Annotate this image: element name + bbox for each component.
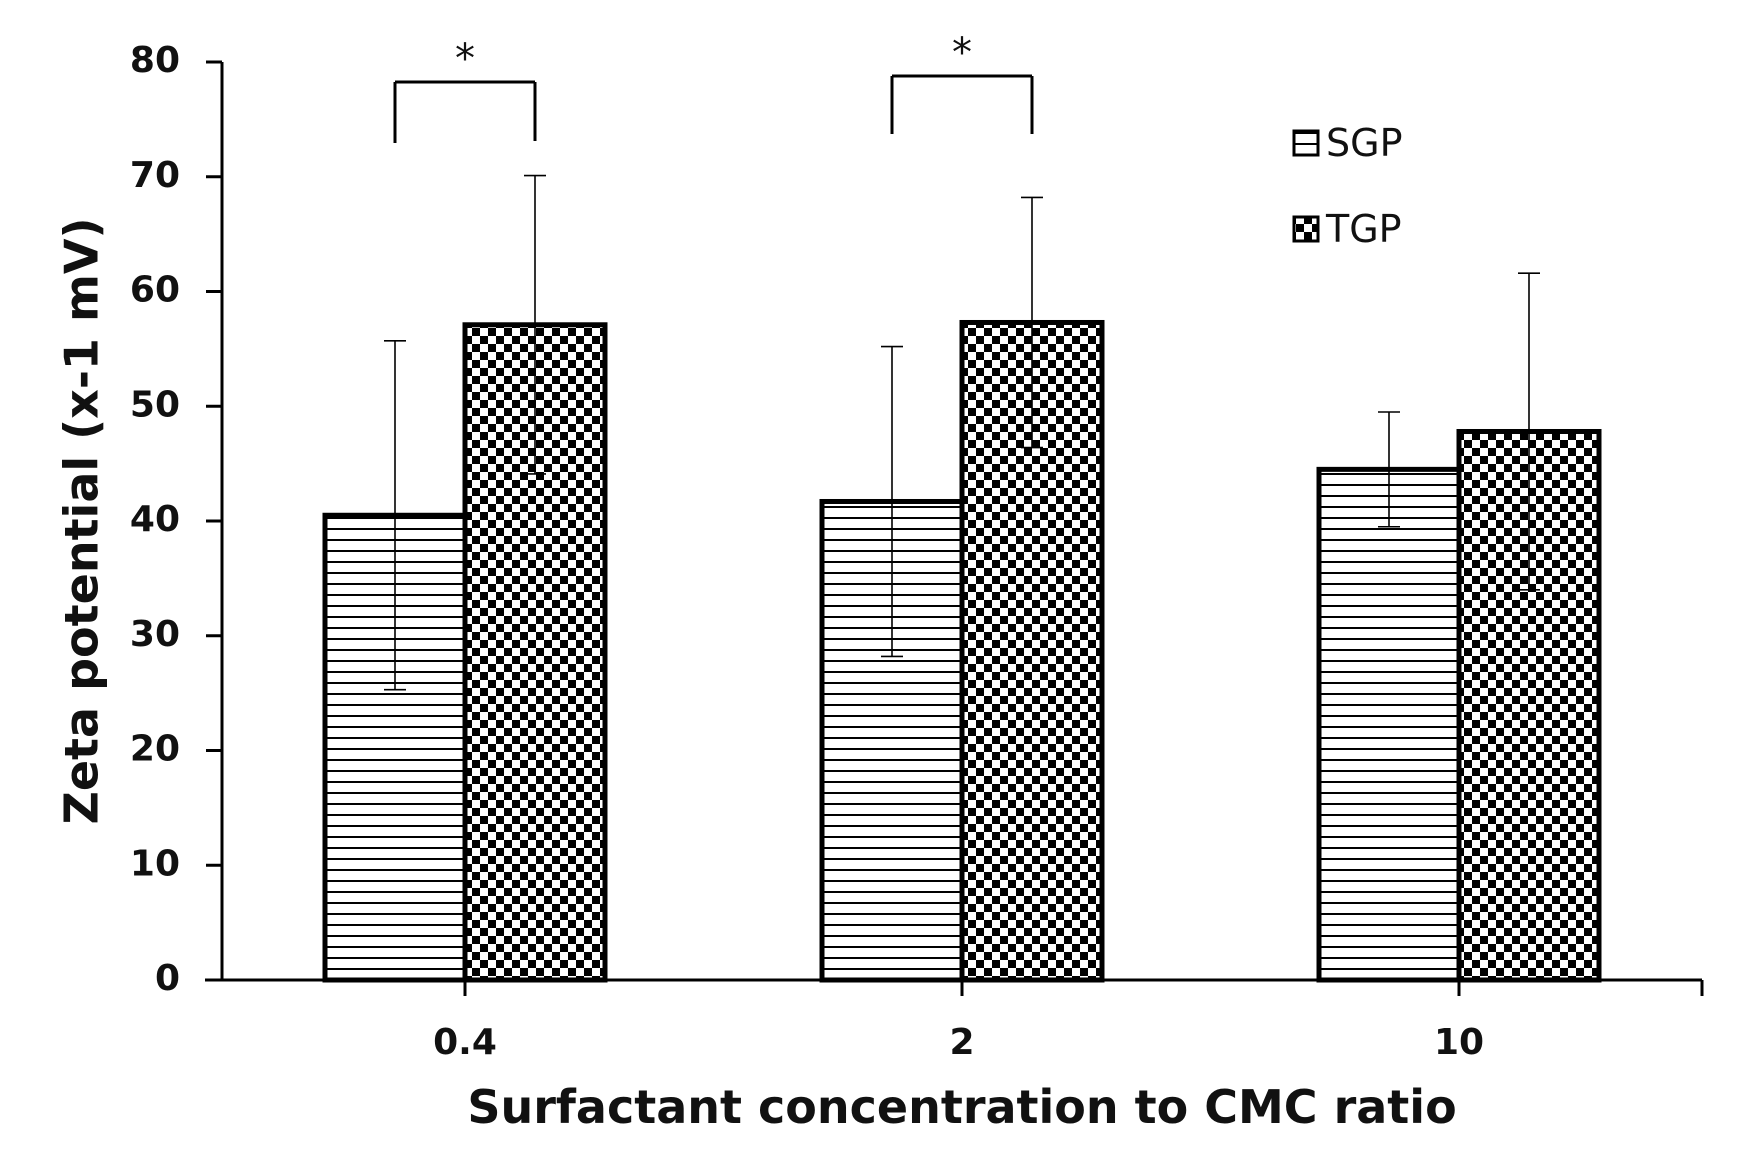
y-tick-label-40: 40 (130, 499, 180, 540)
y-tick-label-70: 70 (130, 155, 180, 196)
x-axis-title: Surfactant concentration to CMC ratio (467, 1080, 1456, 1134)
y-tick-label-0: 0 (155, 958, 180, 999)
y-tick-label-30: 30 (130, 614, 180, 655)
y-axis-ticks (206, 60, 222, 982)
x-tick-label-2: 2 (949, 1022, 974, 1063)
y-axis-title: Zeta potential (x-1 mV) (55, 217, 109, 824)
significance-label-0-4: * (455, 36, 475, 82)
x-tick-label-0-4: 0.4 (433, 1022, 497, 1063)
significance-label-2: * (952, 30, 972, 76)
legend: SGP TGP (1292, 121, 1402, 251)
legend-swatch-tgp (1292, 215, 1320, 243)
y-tick-label-50: 50 (130, 384, 180, 425)
y-tick-label-20: 20 (130, 729, 180, 770)
legend-swatch-sgp (1292, 129, 1320, 157)
y-tick-label-60: 60 (130, 270, 180, 311)
bar-sgp-10 (1316, 466, 1462, 983)
bars (322, 319, 1602, 983)
x-axis-ticks (463, 980, 1704, 996)
legend-label-tgp: TGP (1325, 207, 1402, 251)
x-tick-label-10: 10 (1434, 1022, 1484, 1063)
error-bars (384, 174, 1540, 691)
y-axis-tick-labels: 0 10 20 30 40 50 60 70 80 (130, 40, 180, 999)
y-tick-label-10: 10 (130, 843, 180, 884)
x-axis-tick-labels: 0.4 2 10 (433, 1022, 1484, 1063)
y-tick-label-80: 80 (130, 40, 180, 81)
significance-brackets: * * (393, 30, 1034, 143)
legend-label-sgp: SGP (1326, 121, 1402, 165)
